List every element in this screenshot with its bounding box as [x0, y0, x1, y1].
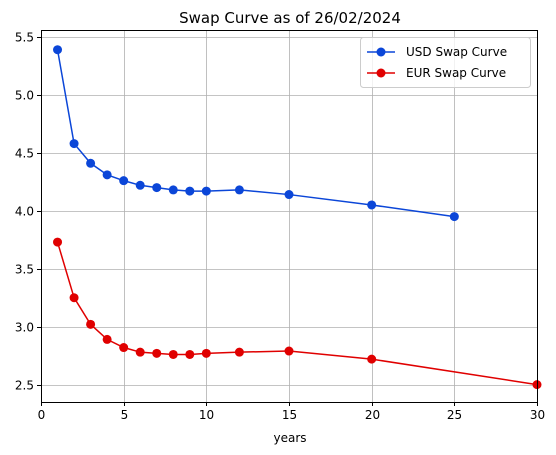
data-point-usd	[152, 183, 162, 193]
x-tick-label: 20	[365, 408, 380, 422]
series-eur	[53, 237, 542, 390]
data-point-eur	[86, 319, 96, 329]
data-point-usd	[69, 139, 79, 149]
data-point-usd	[135, 180, 145, 190]
data-point-usd	[234, 185, 244, 195]
data-point-eur	[53, 237, 63, 247]
data-point-eur	[284, 346, 294, 356]
data-point-usd	[201, 186, 211, 196]
y-tick-label: 5.0	[15, 89, 34, 103]
data-point-usd	[449, 212, 459, 222]
x-tick-label: 30	[530, 408, 545, 422]
x-tick-label: 0	[38, 408, 46, 422]
data-point-eur	[201, 348, 211, 358]
y-tick-label: 2.5	[15, 379, 34, 393]
series-usd	[53, 45, 459, 222]
legend: USD Swap Curve EUR Swap Curve	[360, 37, 531, 88]
chart-title: Swap Curve as of 26/02/2024	[179, 9, 401, 27]
y-tick-label: 5.5	[15, 31, 34, 45]
legend-label-eur: EUR Swap Curve	[406, 66, 506, 80]
y-tick-label: 4.0	[15, 205, 34, 219]
y-tick-label: 3.5	[15, 263, 34, 277]
data-point-usd	[53, 45, 63, 55]
legend-label-usd: USD Swap Curve	[406, 45, 507, 59]
data-point-usd	[284, 190, 294, 200]
data-point-usd	[367, 200, 377, 210]
y-tick-label: 4.5	[15, 147, 34, 161]
legend-box	[360, 37, 531, 88]
data-point-eur	[135, 347, 145, 357]
y-axis: 2.5 3.0 3.5 4.0 4.5 5.0 5.5	[15, 31, 41, 393]
x-tick-label: 25	[447, 408, 462, 422]
y-tick-label: 3.0	[15, 321, 34, 335]
data-point-usd	[185, 186, 195, 196]
x-tick-label: 5	[121, 408, 129, 422]
series-line-eur	[56, 241, 538, 386]
data-point-usd	[119, 176, 129, 186]
data-point-usd	[102, 170, 112, 180]
data-point-usd	[86, 158, 96, 168]
data-point-eur	[102, 334, 112, 344]
legend-marker-eur	[376, 68, 386, 78]
data-point-eur	[234, 347, 244, 357]
data-point-eur	[367, 354, 377, 364]
data-point-eur	[168, 349, 178, 359]
x-tick-label: 15	[282, 408, 297, 422]
data-point-usd	[168, 185, 178, 195]
plot-series	[53, 45, 542, 390]
data-point-eur	[152, 348, 162, 358]
legend-marker-usd	[376, 47, 386, 57]
data-point-eur	[69, 293, 79, 303]
x-tick-label: 10	[199, 408, 214, 422]
x-axis-label: years	[273, 431, 306, 445]
x-axis: 0 5 10 15 20 25 30	[38, 402, 545, 422]
data-point-eur	[185, 349, 195, 359]
data-point-eur	[119, 343, 129, 353]
